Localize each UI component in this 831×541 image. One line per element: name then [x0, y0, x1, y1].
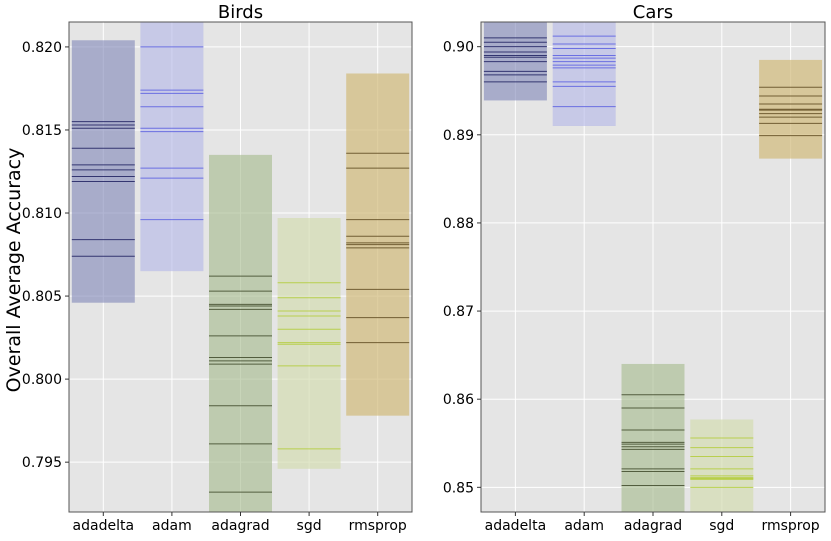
range-bar-sgd [690, 419, 754, 512]
y-tick-label: 0.820 [22, 40, 62, 56]
y-tick-label: 0.805 [22, 289, 62, 305]
y-tick-label: 0.88 [443, 216, 474, 232]
y-tick-label: 0.810 [22, 206, 62, 222]
range-bar-adagrad [209, 154, 272, 513]
y-tick-label: 0.85 [443, 480, 474, 496]
y-tick-label: 0.800 [22, 372, 62, 388]
chart-title: Cars [633, 2, 673, 23]
y-tick-label: 0.86 [443, 392, 474, 408]
range-bar-sgd [277, 218, 341, 469]
x-tick-label-rmsprop: rmsprop [349, 518, 407, 534]
x-tick-label-adagrad: adagrad [624, 518, 682, 534]
y-tick-label: 0.90 [443, 40, 474, 56]
x-tick-label-adadelta: adadelta [73, 518, 135, 534]
range-bar-adam [140, 22, 204, 272]
y-axis-label: Overall Average Accuracy [3, 148, 25, 393]
y-tick-label: 0.89 [443, 128, 474, 144]
cars-panel: 0.85 0.86 0.87 0.88 0.89 0.90 adadelta adam adag… [443, 2, 826, 534]
range-bar-adadelta [71, 40, 135, 303]
range-bar-adam [552, 22, 616, 126]
birds-panel: 0.795 0.800 0.805 0.810 0.815 0.820 adadelta ad… [22, 2, 413, 534]
x-tick-label-sgd: sgd [709, 518, 734, 534]
chart-title: Birds [218, 2, 263, 23]
x-tick-label-rmsprop: rmsprop [761, 518, 819, 534]
y-tick-label: 0.87 [443, 304, 474, 320]
x-tick-label-adam: adam [152, 518, 192, 534]
x-tick-label-adam: adam [564, 518, 604, 534]
x-tick-label-adadelta: adadelta [485, 518, 547, 534]
x-tick-label-adagrad: adagrad [211, 518, 269, 534]
y-tick-label: 0.795 [22, 455, 62, 471]
range-bar-adagrad [621, 363, 685, 512]
y-tick-label: 0.815 [22, 123, 62, 139]
x-tick-label-sgd: sgd [297, 518, 322, 534]
